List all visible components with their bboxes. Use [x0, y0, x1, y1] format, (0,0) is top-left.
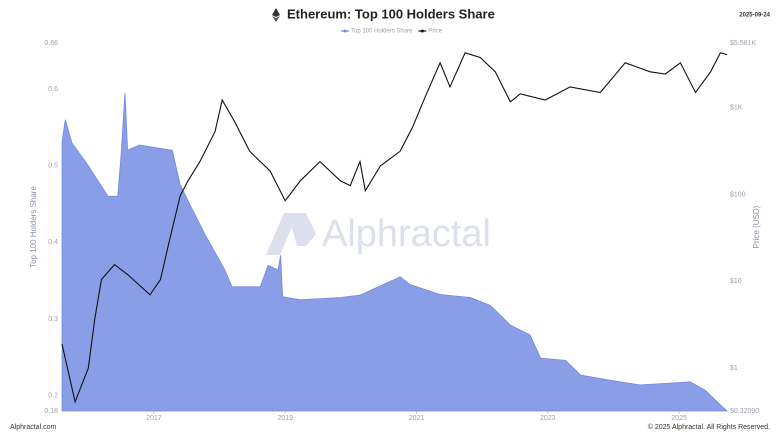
y-axis-title: Top 100 Holders Share: [29, 186, 38, 268]
x-tick-label: 2023: [540, 415, 556, 422]
x-tick-label: 2021: [409, 415, 425, 422]
share-area: [61, 92, 729, 412]
x-tick-label: 2025: [671, 415, 687, 422]
y2-tick-label: $1K: [730, 105, 743, 112]
y2-tick-label: $1: [730, 365, 738, 372]
y2-tick-label: $5.581K: [730, 40, 756, 47]
y2-axis-title: Price (USD): [752, 205, 761, 248]
footer-left: Alphractal.com: [10, 424, 56, 431]
y-tick-label: 0.3: [48, 316, 58, 323]
eth-icon: [272, 8, 280, 22]
date-label: 2025-09-24: [739, 13, 770, 19]
y2-tick-label: $10: [730, 278, 742, 285]
watermark: Alphractal: [266, 213, 491, 255]
y2-tick-label: $0.32090: [730, 408, 759, 415]
legend-label: Top 100 Holders Share: [351, 29, 413, 35]
legend-dot: [343, 29, 347, 33]
watermark-text: Alphractal: [322, 213, 491, 255]
price-line: [61, 52, 728, 404]
y-tick-label: 0.18: [44, 408, 58, 415]
legend-label: Price: [428, 29, 442, 35]
y-tick-label: 0.2: [48, 393, 58, 400]
y-tick-label: 0.4: [48, 239, 58, 246]
y-tick-label: 0.66: [44, 40, 58, 47]
y-tick-label: 0.6: [48, 86, 58, 93]
x-tick-label: 2019: [277, 415, 293, 422]
legend-dot: [420, 29, 424, 33]
y2-tick-label: $100: [730, 191, 746, 198]
chart-title: Ethereum: Top 100 Holders Share: [287, 6, 495, 21]
x-tick-label: 2017: [146, 415, 162, 422]
y-tick-label: 0.5: [48, 163, 58, 170]
footer-right: © 2025 Alphractal. All Rights Reserved.: [648, 423, 770, 431]
